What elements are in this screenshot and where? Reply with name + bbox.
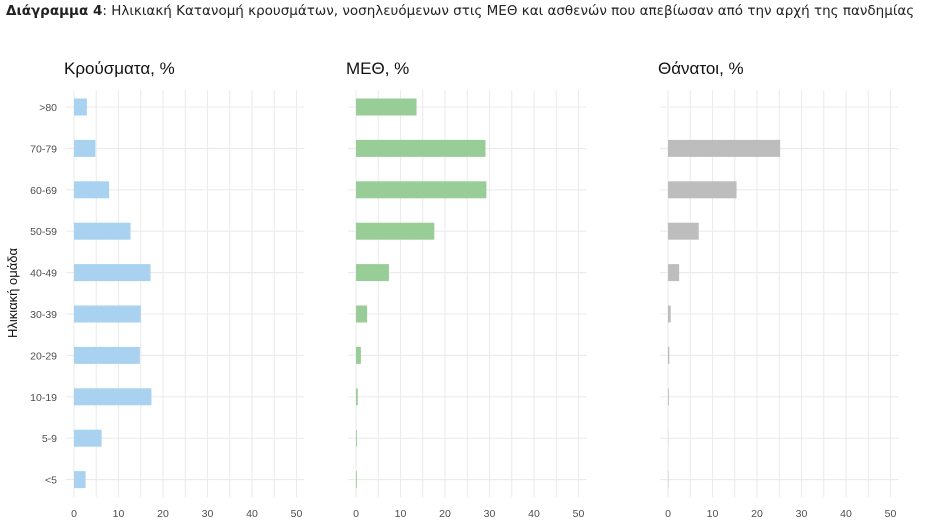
bar-5-panel-1 bbox=[74, 471, 86, 489]
bar-1019-panel-3 bbox=[668, 388, 669, 406]
x-tick-label: 20 bbox=[751, 508, 763, 520]
x-tick-label: 50 bbox=[573, 508, 585, 520]
panel-title: Θάνατοι, % bbox=[658, 59, 744, 78]
bar-2029-panel-2 bbox=[356, 346, 361, 364]
x-tick-label: 10 bbox=[707, 508, 719, 520]
bar-4049-panel-3 bbox=[668, 264, 680, 282]
x-tick-label: 50 bbox=[291, 508, 303, 520]
panel-1: Κρούσματα, % 0 10 20 30 40 50 bbox=[64, 59, 305, 520]
bar-1019-panel-1 bbox=[74, 388, 152, 406]
y-tick-label: 60-69 bbox=[30, 185, 57, 197]
y-axis: Ηλικιακή ομάδα >80 70-79 60-69 50-59 40-49 30-… bbox=[5, 102, 57, 487]
bar-6069-panel-1 bbox=[74, 181, 110, 199]
bar-6069-panel-3 bbox=[668, 181, 737, 199]
y-tick-label: 50-59 bbox=[30, 226, 57, 238]
x-tick-label: 40 bbox=[246, 508, 258, 520]
bar-7079-panel-1 bbox=[74, 139, 96, 157]
bar-3039-panel-1 bbox=[74, 305, 141, 323]
panel-2: ΜΕΘ, % 0 10 20 30 40 50 bbox=[346, 59, 587, 520]
bar-5059-panel-3 bbox=[668, 222, 699, 240]
bar-7079-panel-2 bbox=[356, 139, 486, 157]
y-tick-label: <5 bbox=[45, 475, 57, 487]
bar-4049-panel-1 bbox=[74, 264, 151, 282]
x-tick-label: 30 bbox=[202, 508, 214, 520]
panel-title: Κρούσματα, % bbox=[64, 59, 175, 78]
caption-text: : Ηλικιακή Κατανομή κρουσμάτων, νοσηλευό… bbox=[102, 3, 915, 19]
x-tick-label: 20 bbox=[439, 508, 451, 520]
bar-59-panel-2 bbox=[356, 429, 357, 447]
bar-3039-panel-2 bbox=[356, 305, 368, 323]
y-tick-label: 40-49 bbox=[30, 268, 57, 280]
x-tick-label: 30 bbox=[484, 508, 496, 520]
y-tick-label: >80 bbox=[39, 102, 57, 114]
x-tick-label: 0 bbox=[665, 508, 671, 520]
x-tick-label: 10 bbox=[113, 508, 125, 520]
chart-panels: Κρούσματα, % 0 10 20 30 40 50 ΜΕΘ, % 0 10 20 30 40 50… bbox=[64, 59, 899, 520]
x-tick-label: 40 bbox=[840, 508, 852, 520]
y-axis-title: Ηλικιακή ομάδα bbox=[5, 248, 20, 338]
x-tick-label: 10 bbox=[395, 508, 407, 520]
panel-title: ΜΕΘ, % bbox=[346, 59, 409, 78]
bar-5059-panel-1 bbox=[74, 222, 131, 240]
x-tick-label: 40 bbox=[528, 508, 540, 520]
bar-5-panel-2 bbox=[356, 471, 357, 489]
bar-3039-panel-3 bbox=[668, 305, 671, 323]
bar-1019-panel-2 bbox=[356, 388, 358, 406]
bar-4049-panel-2 bbox=[356, 264, 389, 282]
y-tick-label: 10-19 bbox=[30, 392, 57, 404]
x-tick-label: 0 bbox=[353, 508, 359, 520]
x-tick-label: 20 bbox=[157, 508, 169, 520]
x-tick-label: 0 bbox=[71, 508, 77, 520]
figure-caption: Διάγραμμα 4: Ηλικιακή Κατανομή κρουσμάτω… bbox=[6, 3, 914, 19]
y-tick-label: 70-79 bbox=[30, 143, 57, 155]
bar-7079-panel-3 bbox=[668, 139, 781, 157]
x-tick-label: 30 bbox=[796, 508, 808, 520]
y-tick-label: 20-29 bbox=[30, 350, 57, 362]
y-tick-label: 30-39 bbox=[30, 309, 57, 321]
x-tick-label: 50 bbox=[885, 508, 897, 520]
bar-59-panel-1 bbox=[74, 429, 102, 447]
bar-2029-panel-3 bbox=[668, 346, 670, 364]
caption-prefix: Διάγραμμα 4 bbox=[6, 3, 103, 19]
panel-3: Θάνατοι, % 0 10 20 30 40 50 bbox=[658, 59, 899, 520]
bar-80-panel-2 bbox=[356, 98, 417, 116]
bar-5059-panel-2 bbox=[356, 222, 435, 240]
bar-80-panel-1 bbox=[74, 98, 87, 116]
bar-2029-panel-1 bbox=[74, 346, 140, 364]
bar-6069-panel-2 bbox=[356, 181, 487, 199]
y-tick-label: 5-9 bbox=[42, 433, 57, 445]
